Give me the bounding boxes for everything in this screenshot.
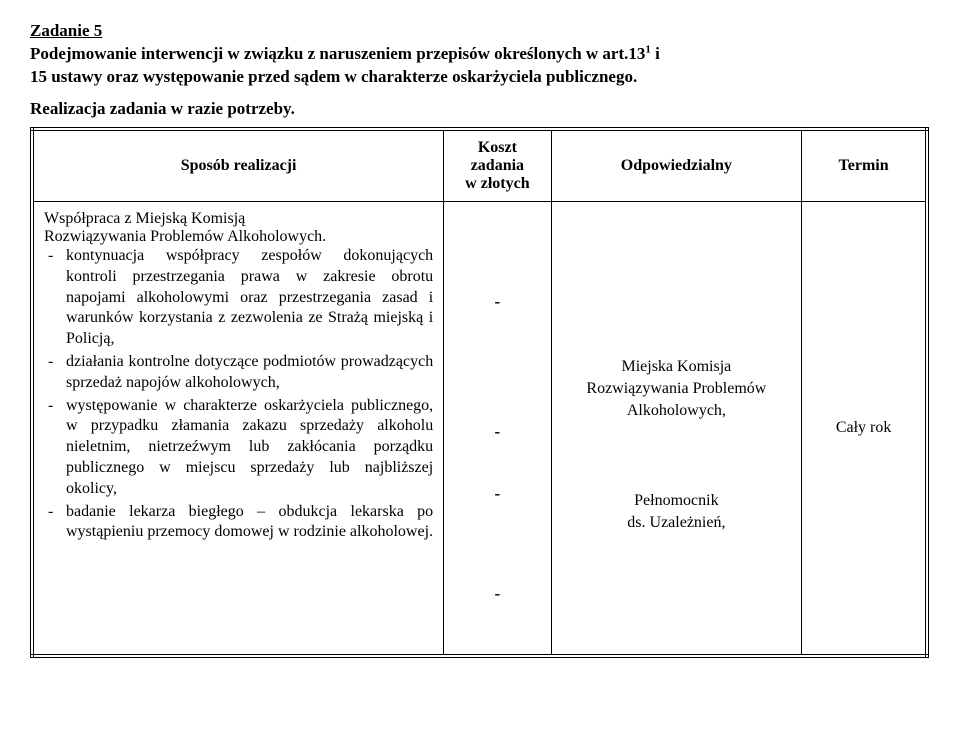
header-method: Sposób realizacji (32, 129, 444, 202)
header-cost-l1: Koszt (478, 139, 517, 156)
task-table: Sposób realizacji Koszt zadania w złotyc… (30, 127, 929, 658)
cost-dash: - (454, 584, 540, 604)
list-item: działania kontrolne dotyczące podmiotów … (66, 352, 433, 394)
table-header-row: Sposób realizacji Koszt zadania w złotyc… (32, 129, 927, 202)
cell-term: Cały rok (802, 202, 927, 657)
heading-block: Zadanie 5 Podejmowanie interwencji w zwi… (30, 20, 929, 89)
resp-block: Miejska Komisja Rozwiązywania Problemów … (562, 324, 792, 532)
task-desc-line1: Podejmowanie interwencji w związku z nar… (30, 44, 645, 63)
cell-method: Współpraca z Miejską Komisją Rozwiązywan… (32, 202, 444, 657)
list-item: kontynuacja współpracy zespołów dokonują… (66, 246, 433, 350)
resp-l4: Pełnomocnik (562, 492, 792, 510)
task-desc: Podejmowanie interwencji w związku z nar… (30, 44, 660, 86)
cost-dash: - (454, 484, 540, 504)
list-item: występowanie w charakterze oskarżyciela … (66, 396, 433, 500)
header-cost-l2: zadania (471, 157, 524, 174)
cell-resp: Miejska Komisja Rozwiązywania Problemów … (551, 202, 802, 657)
header-cost-l3: w złotych (465, 175, 529, 192)
cell-cost: - - - - (444, 202, 551, 657)
header-term: Termin (802, 129, 927, 202)
list-item: badanie lekarza biegłego – obdukcja leka… (66, 502, 433, 544)
resp-l5: ds. Uzależnień, (562, 514, 792, 532)
method-head-l1: Współpraca z Miejską Komisją (44, 210, 433, 228)
resp-l2: Rozwiązywania Problemów (562, 380, 792, 398)
resp-l3: Alkoholowych, (562, 402, 792, 420)
task-title: Zadanie 5 (30, 21, 102, 40)
task-desc-line2: 15 ustawy oraz występowanie przed sądem … (30, 67, 637, 86)
header-resp: Odpowiedzialny (551, 129, 802, 202)
cost-dash: - (454, 292, 540, 312)
header-cost: Koszt zadania w złotych (444, 129, 551, 202)
method-head-l2: Rozwiązywania Problemów Alkoholowych. (44, 228, 433, 246)
subheading: Realizacja zadania w razie potrzeby. (30, 99, 929, 119)
resp-l1: Miejska Komisja (562, 358, 792, 376)
task-desc-line1-after: i (651, 44, 660, 63)
table-row: Współpraca z Miejską Komisją Rozwiązywan… (32, 202, 927, 657)
cost-dash: - (454, 422, 540, 442)
method-bullets: kontynuacja współpracy zespołów dokonują… (44, 246, 433, 543)
cost-dashes: - - - - (454, 292, 540, 604)
